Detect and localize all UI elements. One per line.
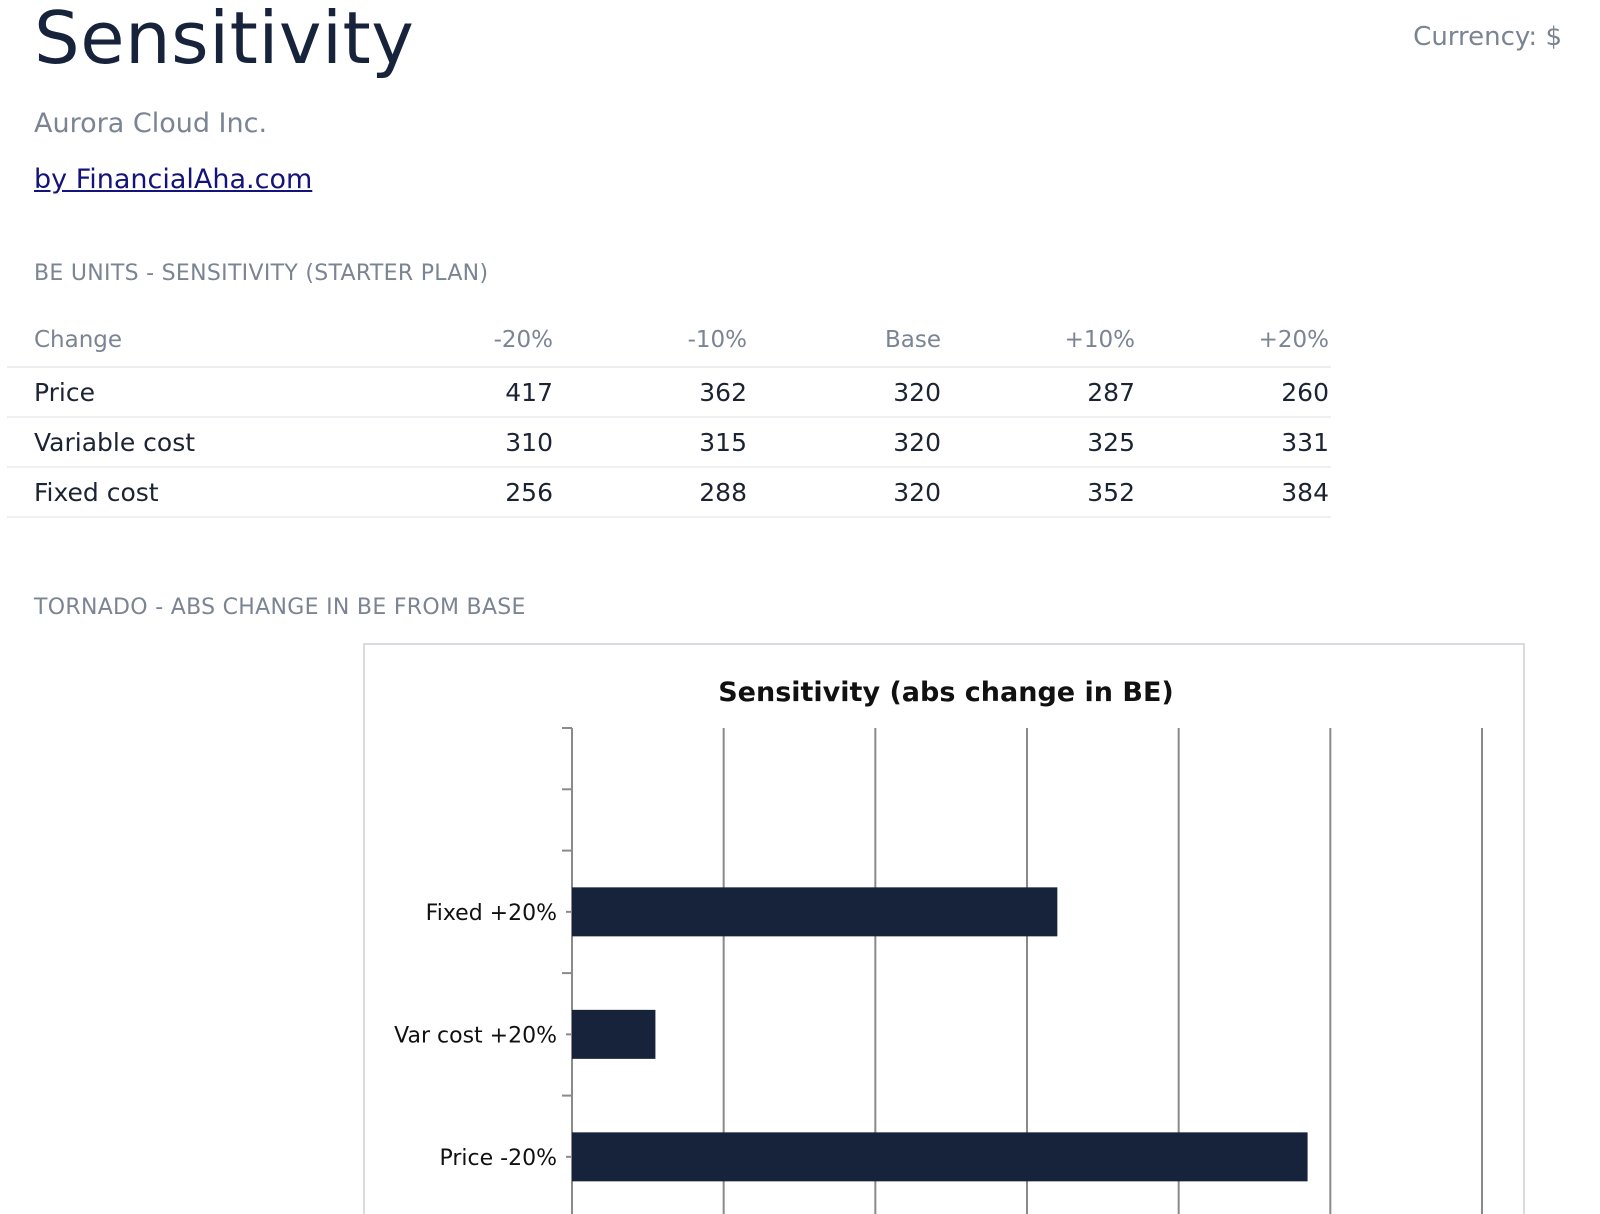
company-name: Aurora Cloud Inc. — [34, 108, 268, 139]
table-cell: 352 — [1087, 477, 1135, 507]
column-header: -10% — [687, 327, 747, 353]
column-header: -20% — [493, 327, 553, 353]
table-cell: 256 — [505, 477, 553, 507]
column-header: +20% — [1258, 327, 1329, 353]
be-units-section-heading: BE UNITS - SENSITIVITY (STARTER PLAN) — [34, 261, 489, 286]
sensitivity-table: Change -20% -10% Base +10% +20% Price 41… — [7, 314, 1331, 518]
table-cell: 320 — [893, 427, 941, 457]
table-cell: 325 — [1087, 427, 1135, 457]
table-cell: 287 — [1087, 377, 1135, 407]
row-label: Variable cost — [34, 427, 196, 457]
table-cell: 384 — [1281, 477, 1329, 507]
brand-link[interactable]: by FinancialAha.com — [34, 164, 313, 195]
table-row: Fixed cost 256 288 320 352 384 — [7, 468, 1331, 518]
column-header: +10% — [1064, 327, 1135, 353]
bar — [572, 887, 1058, 937]
bar — [572, 1009, 656, 1059]
page-title: Sensitivity — [34, 0, 415, 80]
currency-label: Currency: $ — [1413, 22, 1562, 52]
tornado-section-heading: TORNADO - ABS CHANGE IN BE FROM BASE — [34, 595, 526, 620]
table-cell: 288 — [699, 477, 747, 507]
category-label: Fixed +20% — [426, 901, 557, 926]
table-cell: 315 — [699, 427, 747, 457]
table-cell: 417 — [505, 377, 553, 407]
column-header: Base — [884, 327, 941, 353]
table-cell: 331 — [1281, 427, 1329, 457]
row-label: Price — [34, 377, 95, 407]
category-label: Price -20% — [440, 1146, 558, 1171]
table-cell: 320 — [893, 477, 941, 507]
bar — [572, 1132, 1308, 1182]
row-label: Fixed cost — [34, 477, 159, 507]
column-header: Change — [34, 327, 123, 353]
table-row: Price 417 362 320 287 260 — [7, 368, 1331, 418]
table-cell: 362 — [699, 377, 747, 407]
tornado-chart-svg: Sensitivity (abs change in BE) Fixed +20… — [394, 677, 1483, 1214]
category-label: Var cost +20% — [394, 1023, 557, 1048]
tornado-chart: Sensitivity (abs change in BE) Fixed +20… — [363, 643, 1525, 1214]
table-row: Variable cost 310 315 320 325 331 — [7, 418, 1331, 468]
table-header-row: Change -20% -10% Base +10% +20% — [7, 314, 1331, 368]
table-cell: 310 — [505, 427, 553, 457]
table-cell: 260 — [1281, 377, 1329, 407]
table-cell: 320 — [893, 377, 941, 407]
chart-title: Sensitivity (abs change in BE) — [718, 677, 1174, 708]
